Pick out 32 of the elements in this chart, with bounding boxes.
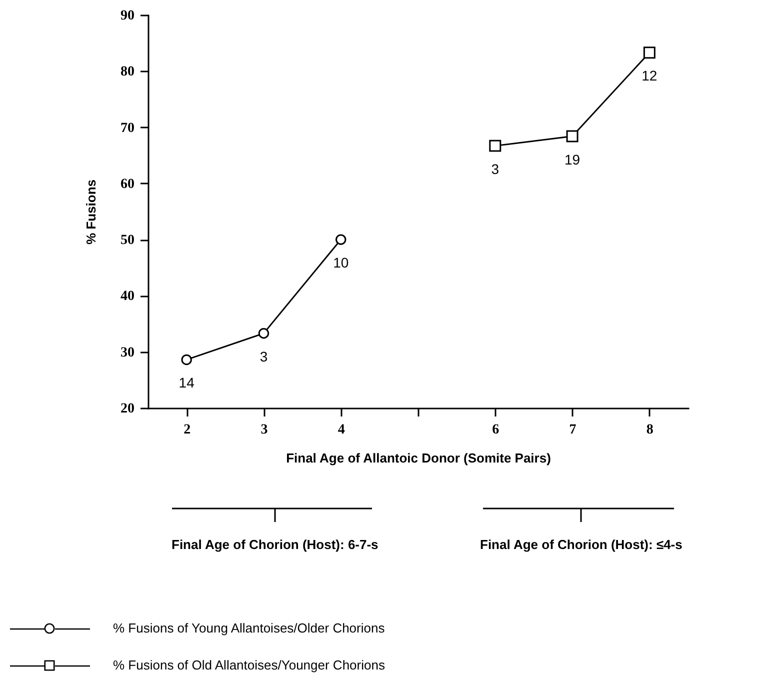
x-tick-label: 4 xyxy=(338,422,345,438)
text: Final Age of Chorion (Host): 6-7-s xyxy=(172,537,378,552)
legend-label: % Fusions of Young Allantoises/Older Chorions xyxy=(113,620,386,636)
point xyxy=(181,354,192,366)
text: Final Age of Chorion (Host): ≤4-s xyxy=(480,537,682,552)
y-axis-title: % Fusions xyxy=(84,179,98,245)
point xyxy=(489,140,502,152)
x-tick-label: 8 xyxy=(646,422,654,438)
annotation: 19 xyxy=(564,151,580,168)
x-tick-label: 6 xyxy=(492,422,500,438)
y-tick-label: 20 xyxy=(120,402,134,416)
y-tick-label: 90 xyxy=(120,8,134,24)
x-tick-label: 7 xyxy=(569,422,576,438)
annotation: 10 xyxy=(333,254,349,271)
x-axis-title: Final Age of Allantoic Donor (Somite Pairs) xyxy=(286,450,551,466)
point xyxy=(258,328,270,339)
y-tick-label: 40 xyxy=(120,289,134,304)
annotation: 3 xyxy=(260,348,268,364)
y-tick-label: 80 xyxy=(120,64,134,80)
annotation: 3 xyxy=(491,160,500,177)
y-tick-label: 70 xyxy=(120,120,134,136)
point xyxy=(335,234,346,245)
y-tick-label: 50 xyxy=(120,233,134,248)
annotation: 14 xyxy=(178,374,195,391)
legend-label: % Fusions of Old Allantoises/Younger Chorions xyxy=(113,658,386,672)
point xyxy=(643,46,656,59)
x-tick-label: 3 xyxy=(260,422,268,438)
x-tick-label: 2 xyxy=(184,422,191,438)
point xyxy=(566,130,578,142)
annotation: 12 xyxy=(642,68,658,84)
y-tick-label: 30 xyxy=(120,345,134,360)
y-tick-label: 60 xyxy=(120,176,134,192)
